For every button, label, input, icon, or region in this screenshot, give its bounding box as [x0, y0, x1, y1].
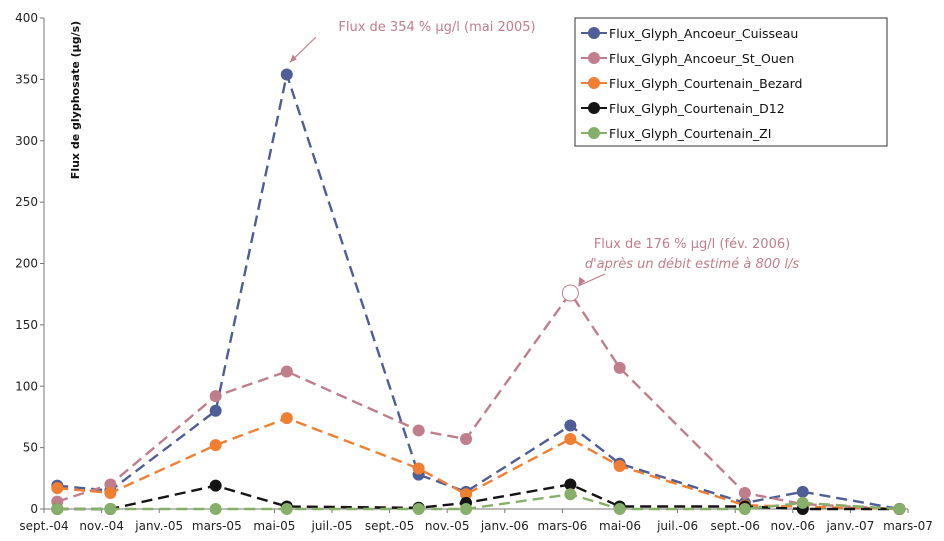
- y-tick-label: 50: [23, 441, 38, 455]
- annotation-arrowhead: [578, 276, 586, 286]
- data-point: [564, 478, 577, 491]
- data-point: [209, 439, 222, 452]
- legend-item: Flux_Glyph_Courtenain_ZI: [581, 126, 771, 141]
- y-tick-label: 400: [15, 11, 38, 25]
- legend-swatch-marker: [588, 52, 600, 64]
- y-tick-label: 300: [15, 134, 38, 148]
- legend-item: Flux_Glyph_Courtenain_D12: [581, 101, 785, 116]
- legend-item: Flux_Glyph_Courtenain_Bezard: [581, 76, 803, 91]
- legend-swatch-marker: [588, 77, 600, 89]
- data-point: [209, 503, 222, 515]
- legend-label: Flux_Glyph_Courtenain_Bezard: [609, 76, 803, 91]
- data-point: [412, 503, 425, 515]
- legend-label: Flux_Glyph_Ancoeur_St_Ouen: [609, 51, 794, 66]
- data-point: [738, 503, 751, 515]
- legend: Flux_Glyph_Ancoeur_Cuisseau Flux_Glyph_An…: [574, 17, 888, 147]
- annotations: Flux de 354 % µg/l (mai 2005) Flux de 176…: [289, 20, 800, 287]
- data-point: [460, 433, 473, 446]
- series-2: [51, 284, 906, 515]
- plot-area: [51, 68, 906, 515]
- data-point: [613, 460, 626, 473]
- data-point: [209, 479, 222, 492]
- data-point: [460, 503, 473, 515]
- x-tick-label: mai-05: [253, 519, 295, 533]
- series-line: [57, 417, 900, 511]
- legend-label: Flux_Glyph_Ancoeur_Cuisseau: [609, 26, 798, 41]
- axes: 0 50 100 150 200 250 300 350 400 Flux de glyphosa…: [15, 11, 933, 533]
- data-point: [412, 424, 425, 437]
- y-axis-label: Flux de glyphosate (µg/s): [69, 21, 82, 179]
- data-point: [893, 503, 906, 515]
- annotation-arrow: [578, 273, 606, 287]
- legend-label: Flux_Glyph_Courtenain_ZI: [609, 126, 771, 141]
- x-tick-label: mars-07: [883, 519, 933, 533]
- x-tick-label: nov.-06: [771, 519, 816, 533]
- legend-swatch-marker: [588, 102, 600, 114]
- series-line: [57, 73, 900, 511]
- data-point: [51, 482, 64, 495]
- data-point: [209, 404, 222, 417]
- y-tick-label: 100: [15, 379, 38, 393]
- data-point: [209, 390, 222, 403]
- x-tick-label: mars-06: [537, 519, 587, 533]
- x-tick-label: janv.-06: [480, 519, 529, 533]
- data-point: [104, 478, 117, 491]
- y-tick-label: 350: [15, 72, 38, 86]
- data-point: [280, 503, 293, 515]
- data-point: [564, 419, 577, 432]
- legend-item: Flux_Glyph_Ancoeur_St_Ouen: [581, 51, 794, 66]
- x-tick-label: nov.-04: [79, 519, 124, 533]
- data-point: [104, 503, 117, 515]
- annotation-text: Flux de 176 % µg/l (fév. 2006): [594, 237, 790, 252]
- data-point: [561, 284, 579, 302]
- data-point: [280, 365, 293, 378]
- data-point: [280, 412, 293, 425]
- x-tick-label: juil.-05: [310, 519, 352, 533]
- x-tick-label: sept.-04: [19, 519, 68, 533]
- x-tick-label: sept.-06: [711, 519, 760, 533]
- data-point: [104, 487, 117, 500]
- series-line: [56, 291, 900, 511]
- data-point: [51, 503, 64, 515]
- legend-item: Flux_Glyph_Ancoeur_Cuisseau: [581, 26, 798, 41]
- y-tick-label: 0: [30, 502, 38, 516]
- legend-swatch-marker: [588, 127, 600, 139]
- y-tick-label: 150: [15, 318, 38, 332]
- legend-label: Flux_Glyph_Courtenain_D12: [609, 101, 785, 116]
- x-tick-label: mai-06: [599, 519, 641, 533]
- data-point: [796, 485, 809, 498]
- legend-swatch-marker: [588, 27, 600, 39]
- data-point: [613, 503, 626, 515]
- data-point: [564, 433, 577, 446]
- data-point: [796, 496, 809, 509]
- x-tick-label: mars-05: [192, 519, 242, 533]
- data-point: [613, 361, 626, 374]
- x-tick-label: janv.-05: [134, 519, 183, 533]
- data-point: [738, 487, 751, 500]
- x-tick-label: juil.-06: [656, 519, 698, 533]
- legend-box: [574, 17, 888, 147]
- annotation-text: Flux de 354 % µg/l (mai 2005): [338, 20, 535, 35]
- data-point: [460, 488, 473, 501]
- series-5: [51, 488, 906, 515]
- y-tick-label: 250: [15, 195, 38, 209]
- x-tick-label: janv.-07: [825, 519, 874, 533]
- annotation-arrowhead: [289, 54, 297, 63]
- x-tick-label: nov.-05: [425, 519, 470, 533]
- y-tick-label: 200: [15, 257, 38, 271]
- data-point: [412, 462, 425, 475]
- x-tick-label: sept.-05: [365, 519, 414, 533]
- annotation-subtext: d'après un débit estimé à 800 l/s: [585, 257, 800, 272]
- data-point: [280, 68, 293, 81]
- data-point: [564, 488, 577, 501]
